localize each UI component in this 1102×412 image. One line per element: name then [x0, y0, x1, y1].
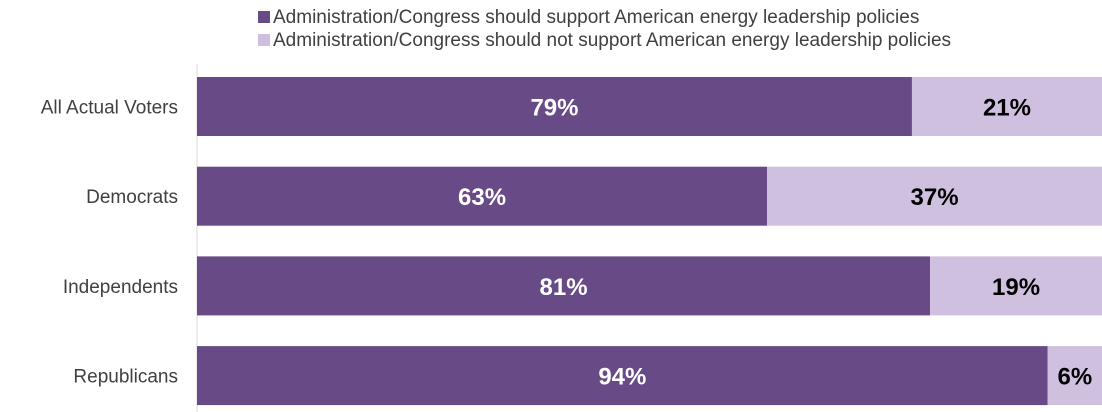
category-label-republicans: Republicans — [73, 367, 178, 388]
legend-label-support: Administration/Congress should support A… — [273, 7, 919, 28]
legend-swatch-support — [258, 11, 270, 23]
data-label-republicans-support: 94% — [598, 364, 646, 391]
bar-democrats-not-support — [767, 166, 1102, 226]
data-label-democrats-support: 63% — [458, 184, 506, 211]
legend-swatch-not-support — [258, 34, 270, 46]
category-label-all-actual-voters: All Actual Voters — [41, 98, 178, 119]
bar-all-actual-voters-not-support — [911, 77, 1102, 136]
legend: Administration/Congress should support A… — [258, 7, 951, 51]
bar-democrats-support — [197, 166, 768, 226]
bar-republicans-not-support — [1047, 346, 1102, 406]
category-labels: All Actual Voters Democrats Independents Re… — [41, 98, 178, 388]
data-labels: 79% 21% 63% 37% 81% 19% 94% 6% — [458, 95, 1092, 391]
data-label-democrats-not-support: 37% — [911, 184, 959, 211]
data-label-all-actual-voters-not-support: 21% — [983, 95, 1031, 122]
category-label-independents: Independents — [63, 277, 178, 298]
data-label-republicans-not-support: 6% — [1058, 364, 1093, 391]
bar-independents-support — [197, 256, 931, 316]
data-label-all-actual-voters-support: 79% — [530, 95, 578, 122]
bar-independents-not-support — [930, 256, 1102, 316]
bar-republicans-support — [197, 346, 1048, 406]
bars — [197, 77, 1102, 406]
category-label-democrats: Democrats — [86, 187, 178, 208]
bar-all-actual-voters-support — [197, 77, 912, 136]
data-label-independents-support: 81% — [540, 274, 588, 301]
legend-label-not-support: Administration/Congress should not suppo… — [273, 30, 951, 51]
data-label-independents-not-support: 19% — [992, 274, 1040, 301]
